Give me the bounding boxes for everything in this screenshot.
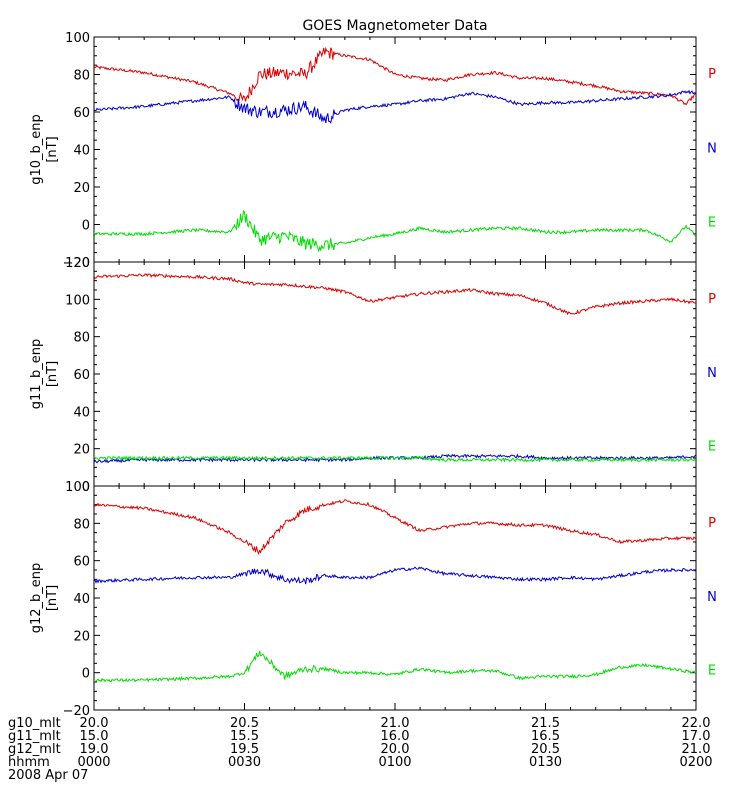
x-tick-label: 20.5 [531,742,560,757]
plot-frame [93,261,697,487]
y-tick-label: −20 [63,256,90,271]
x-tick-label: 16.0 [381,729,410,744]
y-tick-label: 40 [73,592,90,607]
legend-label-P: P [708,516,716,531]
x-tick-label: 20.0 [381,742,410,757]
y-tick-label: 20 [73,181,90,196]
y-tick-label: 40 [73,405,90,420]
x-tick-label: 19.5 [230,742,259,757]
x-tick-label: 0200 [679,755,712,770]
x-tick-label: 0130 [529,755,562,770]
x-tick-label: 21.0 [381,716,410,731]
chart-title: GOES Magnetometer Data [302,18,487,34]
y-tick-label: 80 [73,69,90,84]
plot-frame [93,485,697,711]
panel-g10: −20 0 20 40 60 80 100 g10_b_enp [nT] P N E [29,31,717,271]
x-row-label: hhmm [8,755,50,770]
x-tick-label: 20.0 [80,716,109,731]
legend-label-N: N [707,590,717,605]
y-tick-label: −20 [63,704,90,719]
legend-label-N: N [707,366,717,381]
y-tick-label: 120 [65,256,90,271]
y-axis-unit: [nT] [45,136,60,162]
series-line-N [94,566,696,585]
x-tick-label: 22.0 [682,716,711,731]
y-tick-label: 80 [73,517,90,532]
y-axis-unit: [nT] [45,361,60,387]
x-row-label: g11_mlt [8,729,61,744]
legend-label-E: E [708,216,716,231]
x-tick-label: 15.5 [230,729,259,744]
series-line-E [94,210,696,253]
series-line-P [94,46,696,106]
y-tick-label: 80 [73,331,90,346]
legend-label-P: P [708,292,716,307]
legend-label-E: E [708,664,716,679]
y-axis-label: g12_b_enp [29,563,44,634]
x-tick-label: 16.5 [531,729,560,744]
date-label: 2008 Apr 07 [8,768,88,783]
legend-label-P: P [708,67,716,82]
series-line-E [94,455,696,463]
legend-label-N: N [707,141,717,156]
y-tick-label: 60 [73,368,90,383]
x-row-label: g12_mlt [8,742,61,757]
y-tick-label: 0 [82,480,90,495]
y-axis-label: g10_b_enp [29,114,44,185]
series-line-E [94,650,696,683]
y-tick-label: 0 [82,667,90,682]
y-tick-label: 60 [73,555,90,570]
y-tick-label: 20 [73,629,90,644]
y-tick-label: 100 [65,480,90,495]
panel-g11: 0 20 40 60 80 100 120 g11_b_enp [nT] P N E [29,256,717,495]
plot-frame [93,36,697,263]
y-axis-unit: [nT] [45,585,60,611]
x-tick-label: 21.5 [531,716,560,731]
y-tick-label: 40 [73,144,90,159]
y-axis-label: g11_b_enp [29,339,44,410]
y-tick-label: 60 [73,106,90,121]
x-row-label: g10_mlt [8,716,61,731]
x-axis-labels: g10_mltg11_mltg12_mlthhmm20.015.019.0000… [8,716,713,783]
series-line-N [94,89,696,124]
x-tick-label: 20.5 [230,716,259,731]
x-tick-label: 15.0 [80,729,109,744]
legend-label-E: E [708,440,716,455]
x-tick-label: 17.0 [682,729,711,744]
series-line-P [94,499,696,555]
y-tick-label: 0 [82,219,90,234]
panel-g12: −20 0 20 40 60 80 100 g12_b_enp [nT] P N E [29,480,717,719]
y-tick-label: 100 [65,293,90,308]
x-tick-label: 21.0 [682,742,711,757]
x-tick-label: 0000 [77,755,110,770]
x-tick-label: 0030 [228,755,261,770]
x-tick-label: 0100 [378,755,411,770]
y-tick-label: 20 [73,443,90,458]
x-tick-label: 19.0 [80,742,109,757]
y-tick-label: 100 [65,31,90,46]
series-line-P [94,273,696,316]
